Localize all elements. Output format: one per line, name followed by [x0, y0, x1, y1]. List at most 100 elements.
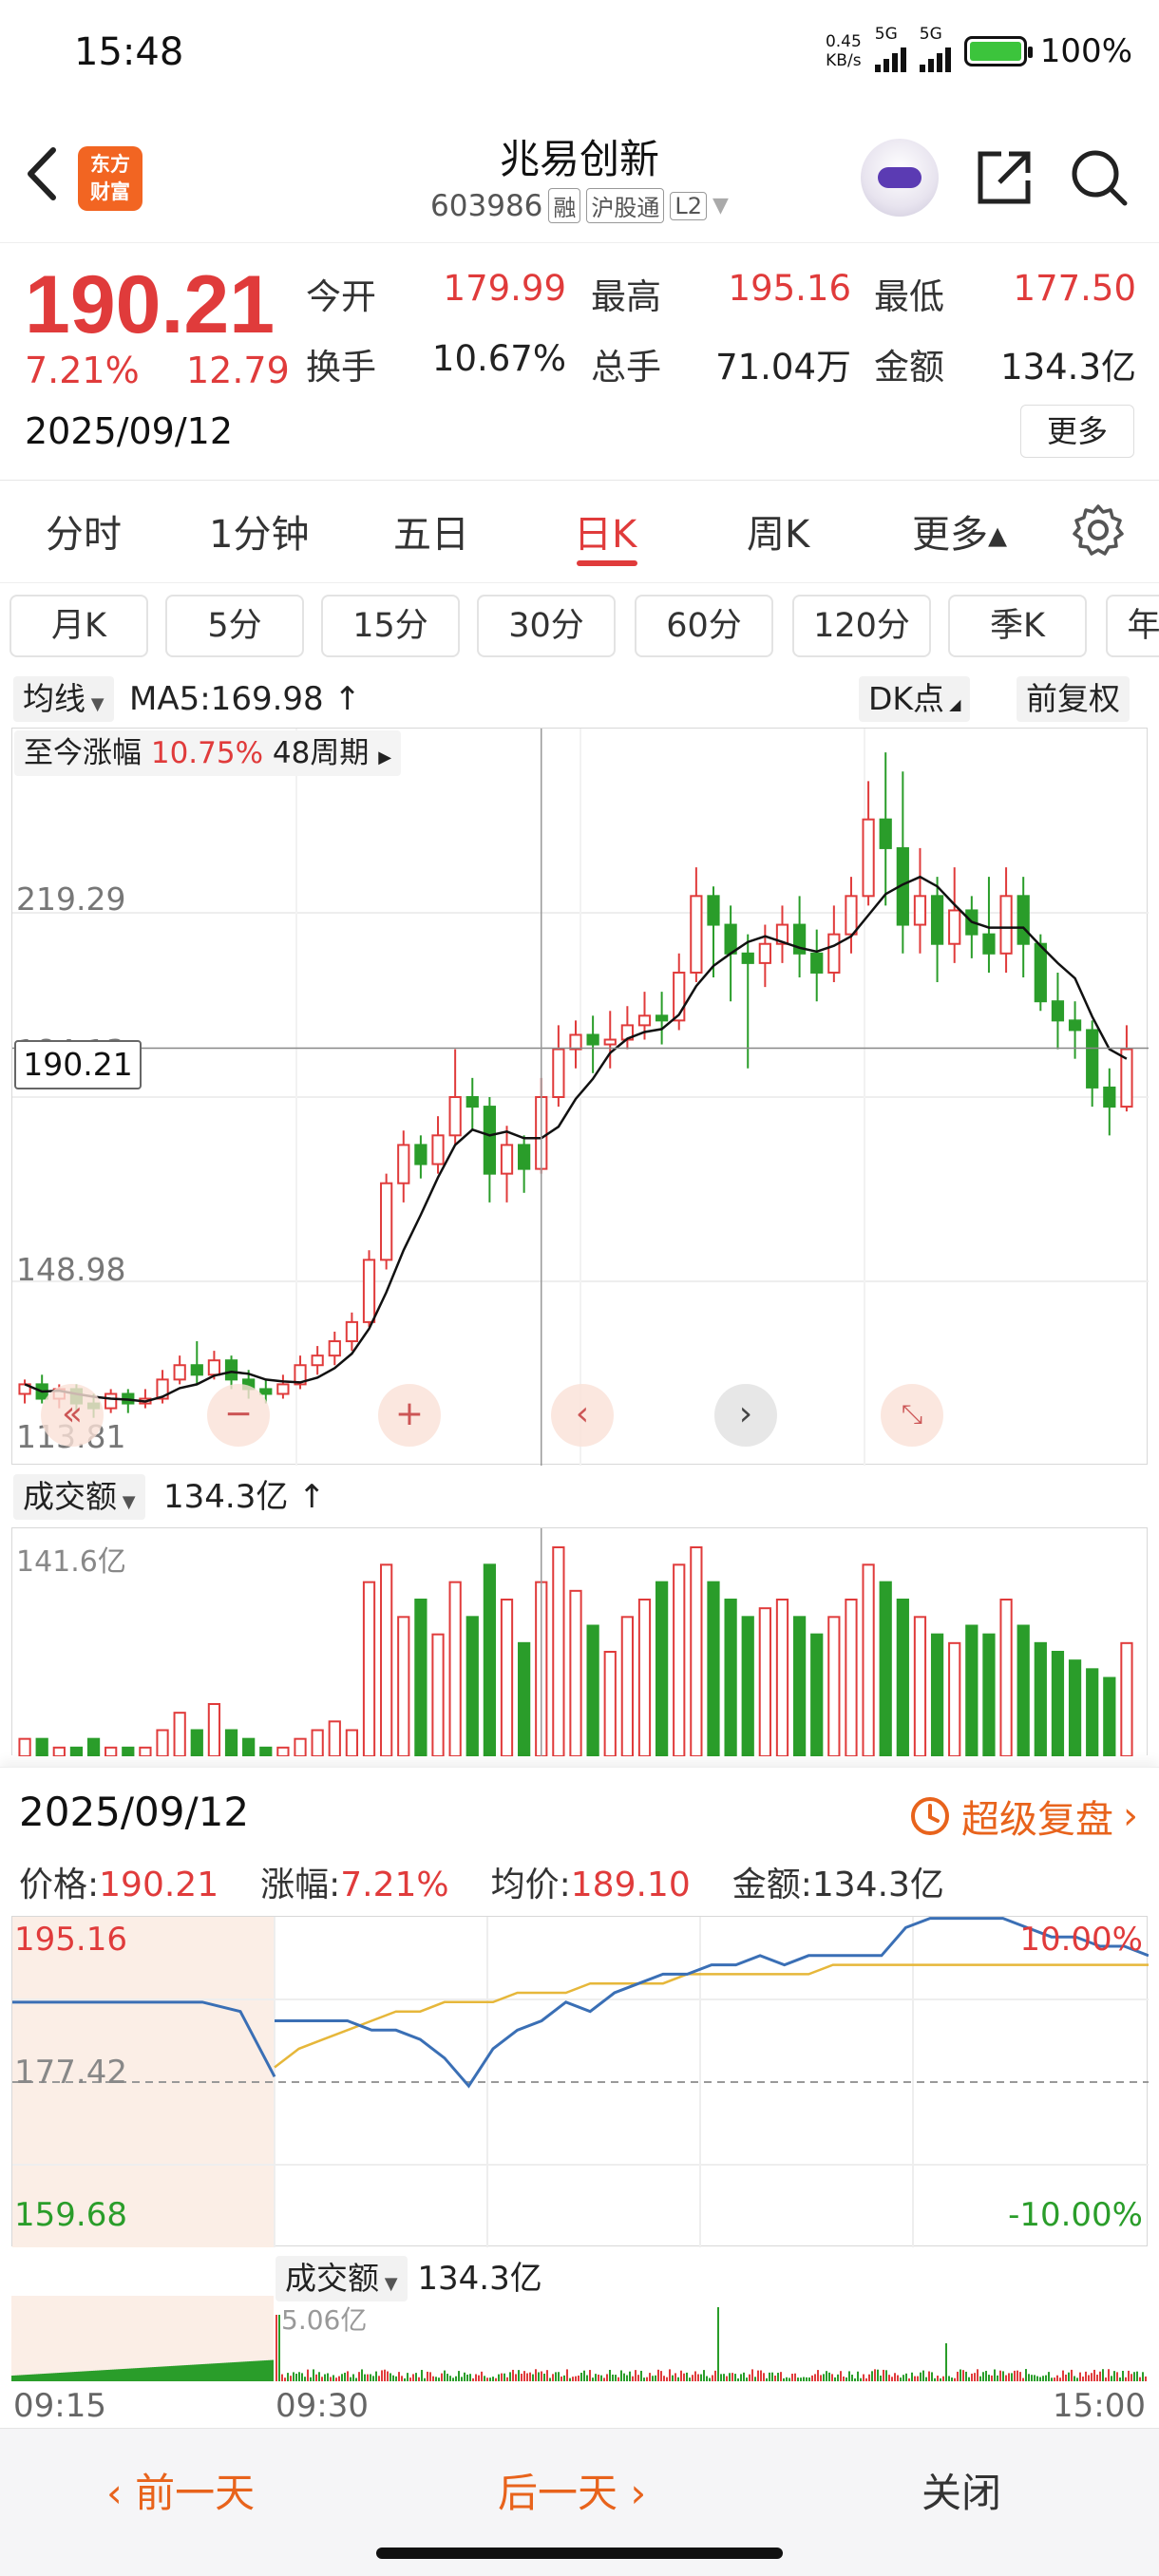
volume-tick — [865, 2377, 867, 2381]
candle-body — [448, 1096, 462, 1137]
volume-bar — [483, 1563, 497, 1756]
volume-tick — [612, 2374, 614, 2381]
volume-tick — [857, 2371, 859, 2381]
detail-summary-row: 价格:190.21 涨幅:7.21% 均价:189.10 金额:134.3亿 — [19, 1866, 944, 1904]
volume-bar — [673, 1563, 686, 1756]
volume-tick — [458, 2371, 460, 2381]
fullscreen-icon[interactable]: ⤡ — [881, 1384, 943, 1447]
volume-tick — [220, 2362, 222, 2381]
zoom-in-icon[interactable]: + — [378, 1384, 441, 1447]
gain-summary[interactable]: 至今涨幅 10.75% 48周期 ▶ — [14, 730, 402, 776]
volume-tick — [994, 2369, 996, 2381]
subtab-60min[interactable]: 60分 — [635, 595, 773, 657]
prev-day-button[interactable]: ‹ 前一天 — [106, 2470, 256, 2516]
dk-point-select[interactable]: DK点 ◢ — [859, 676, 971, 722]
volume-tick — [99, 2370, 101, 2381]
gear-icon[interactable] — [1070, 502, 1127, 559]
share-icon[interactable] — [973, 146, 1036, 209]
volume-tick — [985, 2371, 987, 2381]
volume-tick — [27, 2375, 28, 2381]
adjust-select[interactable]: 前复权 — [1016, 676, 1130, 722]
subtab-5min[interactable]: 5分 — [165, 595, 304, 657]
more-button[interactable]: 更多 — [1020, 405, 1134, 458]
zoom-out-icon[interactable]: − — [207, 1384, 270, 1447]
tab-weekly[interactable]: 周K — [747, 513, 810, 557]
candle-body — [156, 1378, 169, 1400]
volume-tick — [65, 2372, 66, 2381]
intraday-chart[interactable]: 195.16 177.42 159.68 10.00% -10.00% — [11, 1916, 1149, 2247]
volume-tick — [600, 2375, 602, 2381]
volume-tick — [763, 2373, 765, 2381]
rewind-icon[interactable]: « — [41, 1384, 104, 1447]
volume-tick — [13, 2375, 15, 2381]
subtab-15min[interactable]: 15分 — [321, 595, 460, 657]
volume-tick — [766, 2377, 768, 2381]
volume-tick — [811, 2375, 813, 2381]
intraday-volume-select[interactable]: 成交额 ▼ — [276, 2256, 408, 2301]
volume-tick — [478, 2375, 480, 2381]
candle-body — [758, 942, 771, 964]
volume-tick — [401, 2376, 403, 2381]
candle-body — [948, 909, 961, 945]
scroll-left-icon[interactable]: ‹ — [551, 1384, 614, 1447]
quote-panel: 190.21 7.21% 12.79 2025/09/12 今开 179.99 … — [0, 243, 1159, 481]
crosshair-price-tag: 190.21 — [14, 1040, 142, 1089]
assistant-avatar[interactable] — [861, 139, 939, 217]
close-button[interactable]: 关闭 — [922, 2470, 1002, 2516]
ma-select[interactable]: 均线 ▼ — [13, 676, 114, 722]
search-icon[interactable] — [1068, 146, 1130, 209]
volume-tick — [1071, 2369, 1073, 2381]
intraday-time-axis: 09:15 09:30 15:00 — [11, 2383, 1148, 2431]
volume-tick — [38, 2374, 40, 2381]
subtab-30min[interactable]: 30分 — [477, 595, 616, 657]
volume-tick — [258, 2360, 260, 2381]
status-icons: 0.45 KB/s 5G 5G 100% — [826, 25, 1132, 72]
scroll-right-icon[interactable]: › — [714, 1384, 777, 1447]
next-day-button[interactable]: 后一天 › — [498, 2470, 647, 2516]
tab-5day[interactable]: 五日 — [393, 513, 469, 557]
volume-tick — [837, 2374, 839, 2381]
volume-bar — [569, 1589, 582, 1756]
volume-tick — [301, 2373, 303, 2381]
intraday-volume-chart[interactable]: 5.06亿 — [11, 2296, 1148, 2381]
super-replay-link[interactable]: 超级复盘 › — [908, 1789, 1138, 1844]
kline-chart[interactable]: 至今涨幅 10.75% 48周期 ▶ 219.29 148.98 113.81 … — [11, 728, 1149, 1466]
volume-tick — [598, 2374, 599, 2381]
subtab-year[interactable]: 年 — [1106, 595, 1159, 657]
volume-tick — [749, 2374, 750, 2381]
volume-chart[interactable]: 141.6亿 — [11, 1527, 1148, 1756]
volume-tick — [298, 2372, 300, 2381]
volume-tick — [452, 2377, 454, 2381]
volume-tick — [532, 2374, 534, 2381]
volume-tick — [515, 2374, 517, 2381]
volume-tick — [133, 2368, 135, 2381]
volume-tick — [381, 2370, 383, 2381]
stock-name: 兆易创新 — [499, 136, 659, 182]
subtab-month[interactable]: 月K — [10, 595, 148, 657]
volume-tick — [165, 2366, 167, 2381]
stock-code-row[interactable]: 603986 融 沪股通 L2 ▼ — [0, 188, 1159, 223]
subtab-quarter[interactable]: 季K — [948, 595, 1087, 657]
volume-tick — [885, 2370, 887, 2381]
volume-tick — [215, 2363, 217, 2381]
volume-tick — [150, 2367, 152, 2381]
tab-daily[interactable]: 日K — [574, 513, 637, 557]
subtab-120min[interactable]: 120分 — [792, 595, 931, 657]
volume-tick — [249, 2361, 251, 2381]
volume-tick — [1011, 2373, 1013, 2381]
volume-tick — [546, 2370, 548, 2381]
tab-more[interactable]: 更多▴ — [912, 513, 1008, 557]
tab-1min[interactable]: 1分钟 — [209, 513, 310, 557]
volume-tick — [726, 2376, 728, 2381]
volume-tick — [424, 2377, 426, 2381]
volume-tick — [435, 2377, 437, 2381]
volume-tick — [30, 2374, 32, 2381]
volume-tick — [1145, 2376, 1147, 2381]
volume-tick — [25, 2375, 27, 2381]
tab-intraday[interactable]: 分时 — [46, 513, 122, 557]
volume-tick — [629, 2371, 631, 2381]
back-icon[interactable] — [19, 141, 66, 207]
volume-tick — [774, 2376, 776, 2381]
volume-select[interactable]: 成交额 ▼ — [13, 1474, 145, 1520]
volume-bar — [311, 1729, 324, 1756]
